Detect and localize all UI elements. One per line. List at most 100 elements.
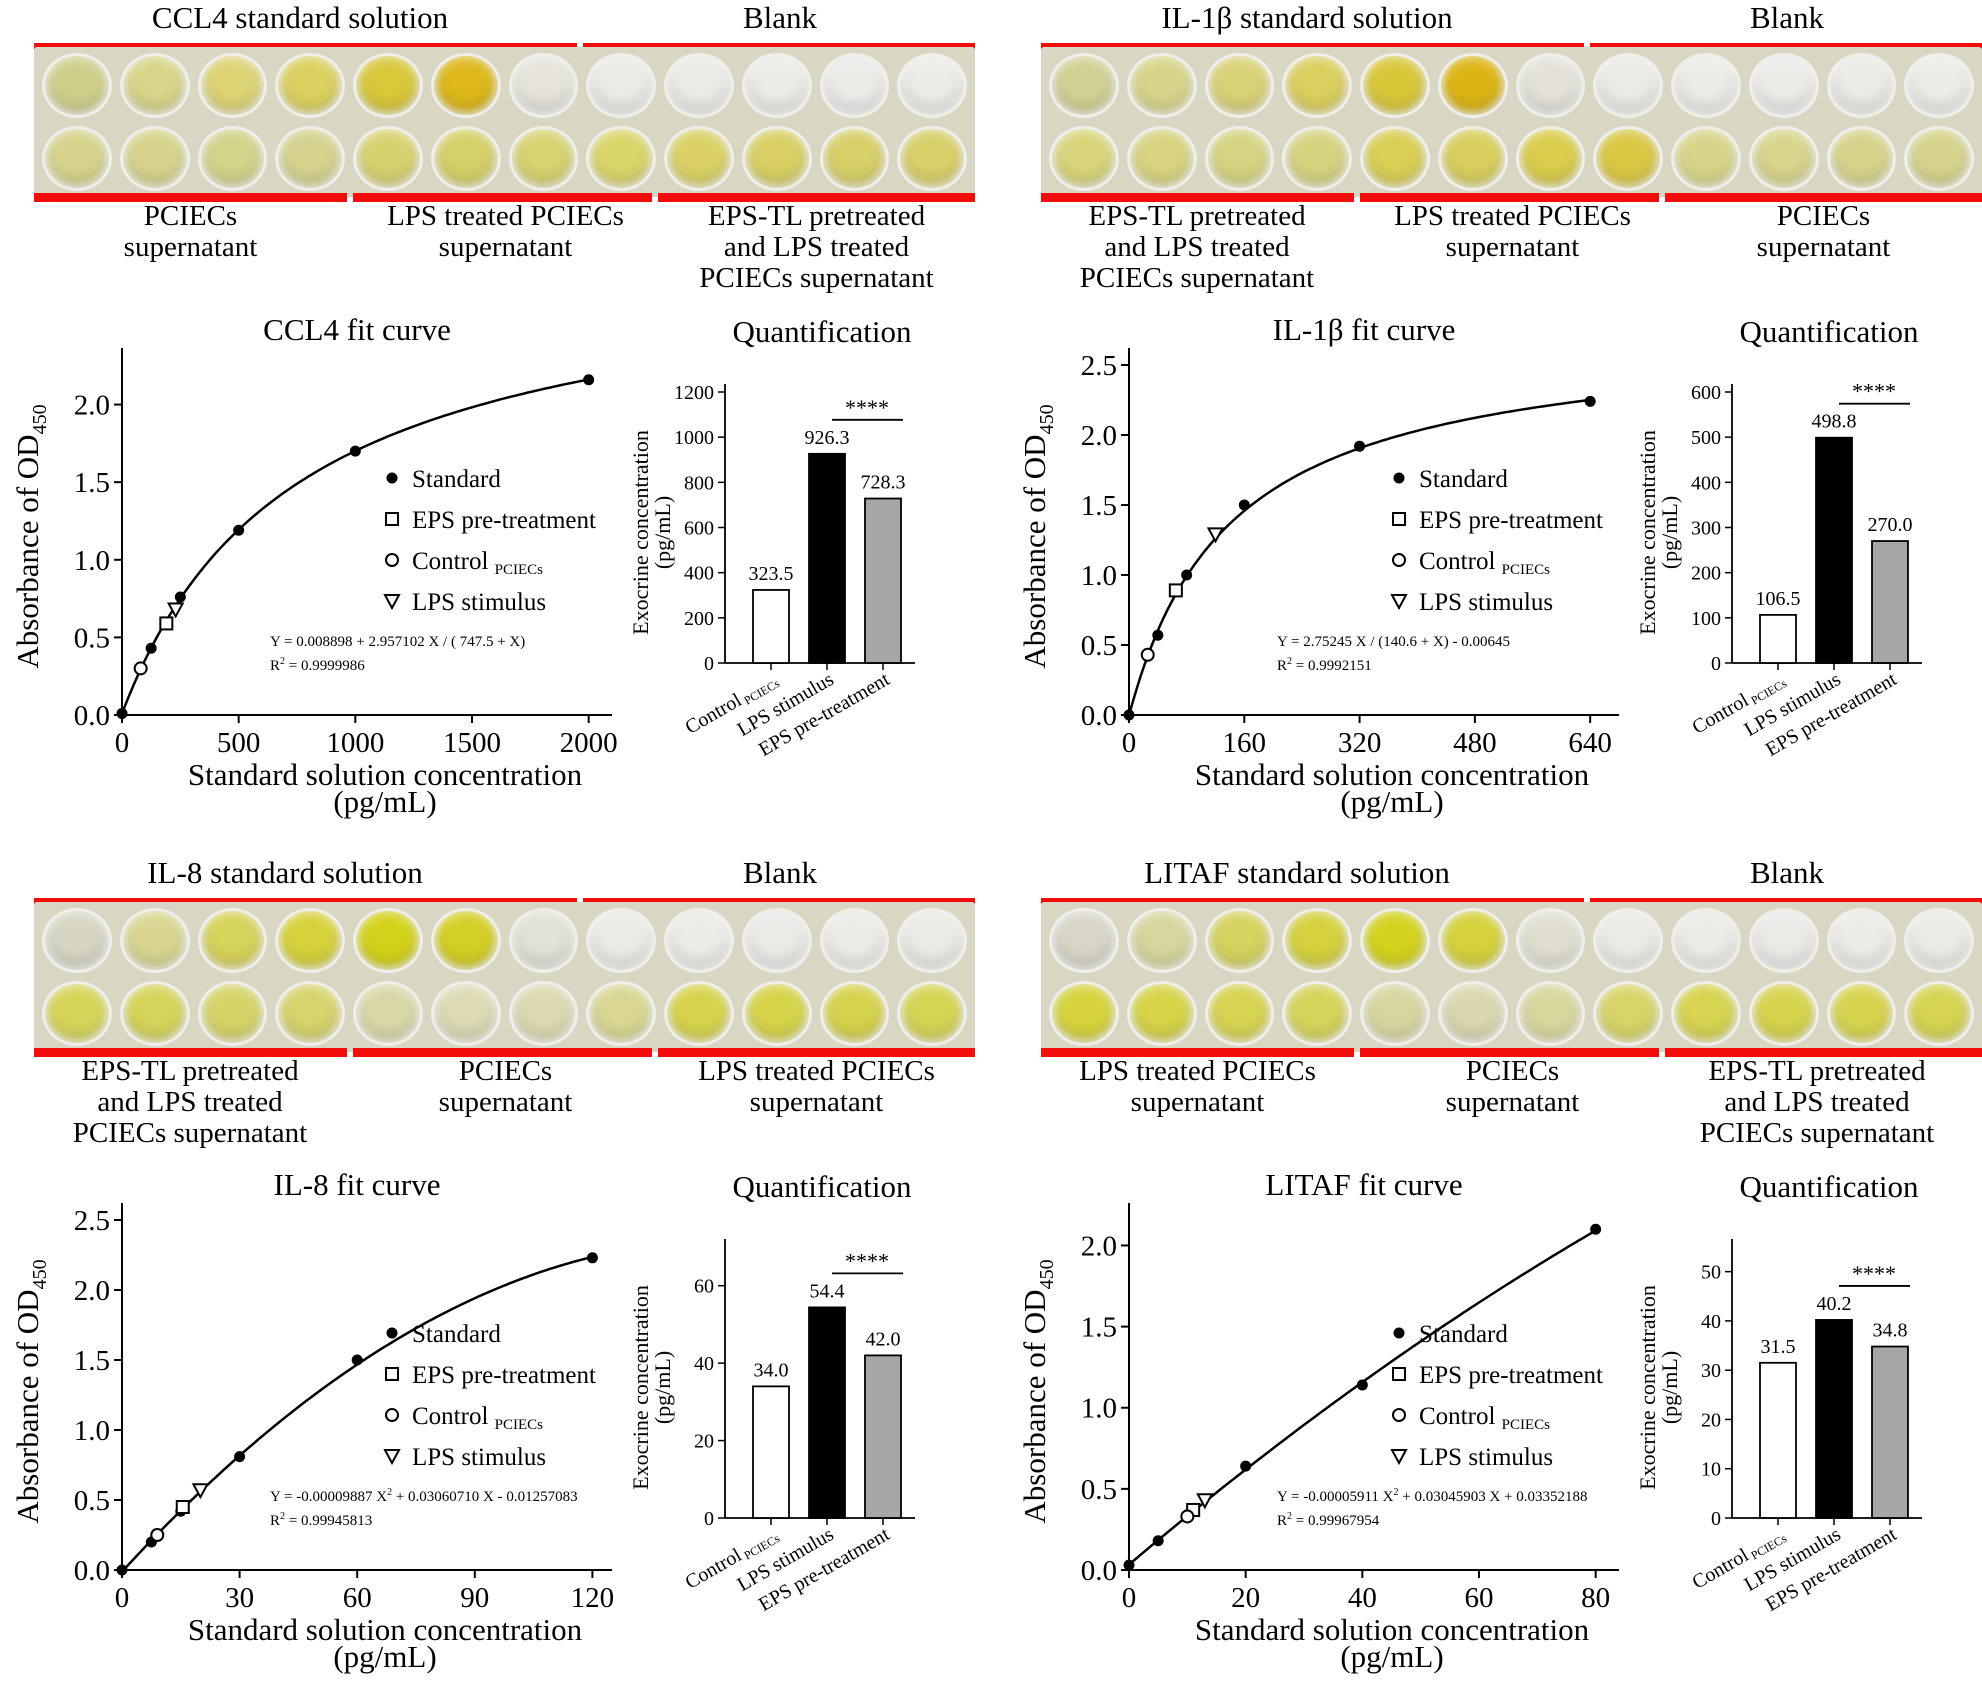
legend-control-symbol [1392, 1408, 1406, 1422]
bar-value-label: 728.3 [861, 472, 906, 494]
group-label-line: PCIECs [458, 1055, 553, 1087]
lps-stimulus-point [1196, 1493, 1214, 1510]
y-axis-label: Absorbance of OD450 [1017, 1259, 1058, 1523]
plate-well [819, 908, 890, 973]
standard-point [1152, 629, 1164, 641]
plate-well [1437, 981, 1508, 1046]
group-label-line: supernatant [1445, 1086, 1580, 1118]
quant-y-axis-label: Exocrine concentration [1637, 1285, 1660, 1490]
blank-label: Blank [1749, 855, 1825, 890]
bar-3 [864, 1354, 902, 1519]
y-axis-label: Absorbance of OD450 [1017, 404, 1058, 668]
plate-well [1360, 126, 1430, 191]
fit-curve-chart: IL-8 fit curve 0.0 0.5 1.0 1.5 2.0 2.5 0 30 60 90 1… [10, 1167, 614, 1674]
x-tick-label: 60 [343, 1582, 372, 1614]
plate-well [1904, 126, 1974, 191]
quantification-title: Quantification [732, 1169, 912, 1204]
plate-well [119, 53, 190, 118]
quant-y-axis-label: Exocrine concentration [630, 1285, 653, 1490]
plate-well [1282, 126, 1352, 191]
quant-y-tick-label: 600 [1691, 382, 1721, 404]
bar-value-label: 498.8 [1812, 411, 1857, 433]
plate-well [353, 53, 423, 118]
plate-well [664, 126, 734, 191]
plate-well [664, 908, 734, 973]
legend-control-subscript: PCIECs [495, 1417, 544, 1433]
plate-well [1593, 908, 1663, 973]
plate-well [1049, 981, 1119, 1046]
group-label-line: EPS-TL pretreated [1088, 200, 1306, 232]
plate-well [353, 126, 423, 191]
control-point [133, 661, 148, 676]
plate-well [42, 126, 112, 191]
quant-y-tick-label: 800 [684, 472, 714, 494]
legend-eps-symbol [1392, 512, 1406, 526]
bar-2 [1815, 1319, 1853, 1519]
plate-well [508, 908, 579, 973]
fit-equation: Y = 0.008898 + 2.957102 X / ( 747.5 + X) [270, 634, 525, 650]
group-label-1: EPS-TL pretreated and LPS treated PCIECs… [1027, 201, 1367, 294]
group-label-line: LPS treated PCIECs [1394, 200, 1631, 232]
group-label-line: and LPS treated [1724, 1086, 1910, 1118]
well-grid [34, 902, 975, 1052]
y-axis-label-subscript: 450 [29, 404, 51, 434]
quant-y-tick-label: 0 [704, 653, 714, 675]
legend-standard-label: Standard [412, 1321, 501, 1348]
y-axis-label-subscript: 450 [1036, 1259, 1058, 1289]
r-squared: R2 = 0.99967954 [1277, 1511, 1380, 1529]
plate-well [275, 981, 345, 1046]
x-axis-label: Standard solution concentration [1195, 1612, 1590, 1647]
bar-value-label: 40.2 [1817, 1293, 1852, 1315]
plate-well [586, 981, 656, 1046]
lps-stimulus-point [166, 602, 185, 619]
elisa-plate-photo [1041, 47, 1982, 197]
group-label-line: PCIECs supernatant [72, 1117, 308, 1149]
x-tick-label: 320 [1338, 727, 1382, 759]
x-tick-label: 160 [1223, 727, 1267, 759]
group-label-line: supernatant [1445, 231, 1580, 263]
standard-point [1590, 1223, 1602, 1235]
x-tick-label: 0 [1122, 1582, 1137, 1614]
y-tick-label: 0.5 [1081, 630, 1117, 662]
plate-well [1204, 981, 1275, 1046]
y-tick-label: 0.5 [74, 1485, 110, 1517]
plate-well [430, 53, 501, 118]
plate-well [1204, 126, 1275, 191]
plate-well [1049, 53, 1119, 118]
group-label-1: LPS treated PCIECs supernatant [1041, 1056, 1354, 1118]
lps-stimulus-point [191, 1483, 210, 1500]
legend-control-label: Control PCIECs [1419, 548, 1550, 578]
fit-curve-title: IL-8 fit curve [274, 1167, 441, 1202]
plate-well [741, 53, 812, 118]
red-bar-group-2 [353, 193, 652, 202]
group-label-2: PCIECs supernatant [353, 1056, 658, 1118]
r-squared-value: = 0.99967954 [1292, 1513, 1380, 1529]
legend-standard-symbol [386, 1327, 398, 1339]
bar-value-label: 54.4 [810, 1280, 845, 1302]
plate-well [275, 908, 345, 973]
blank-label: Blank [742, 0, 818, 35]
legend-eps-label: EPS pre-treatment [412, 1362, 596, 1389]
legend-control-subscript: PCIECs [1502, 1417, 1551, 1433]
quant-y-tick-label: 0 [704, 1508, 714, 1530]
group-label-line: supernatant [123, 231, 258, 263]
bar-1 [752, 1385, 790, 1519]
group-label-line: LPS treated PCIECs [698, 1055, 935, 1087]
x-axis-unit: (pg/mL) [1340, 784, 1443, 819]
group-label-line: and LPS treated [723, 231, 910, 263]
well-grid [1041, 47, 1982, 197]
elisa-plate-photo [34, 47, 975, 197]
plate-well [42, 908, 112, 973]
bar-value-label: 34.8 [1873, 1320, 1908, 1342]
legend-lps-label: LPS stimulus [1419, 589, 1553, 616]
standard-point [145, 642, 157, 654]
elisa-plate-photo [1041, 902, 1982, 1052]
plate-well [1515, 53, 1586, 118]
quant-y-tick-label: 100 [1691, 608, 1721, 630]
plate-well [741, 126, 812, 191]
group-label-line: and LPS treated [1104, 231, 1290, 263]
bar-2 [1815, 436, 1853, 664]
standard-point [1584, 395, 1596, 407]
fit-curve-chart: CCL4 fit curve 0.0 0.5 1.0 1.5 2.0 0 500 1000 150… [10, 312, 618, 819]
red-bar-group-2 [353, 1048, 652, 1057]
